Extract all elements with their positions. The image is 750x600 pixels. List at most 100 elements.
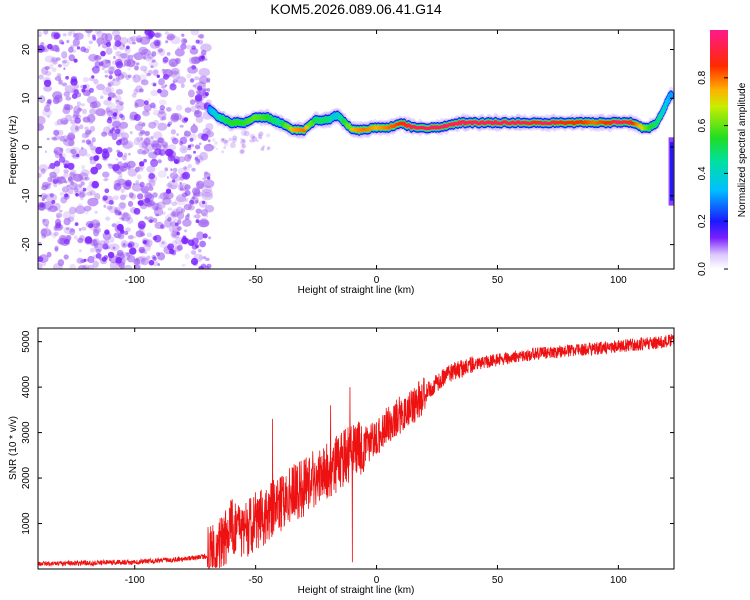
noise-core <box>114 128 121 135</box>
noise-blob <box>63 254 69 260</box>
noise-blob <box>88 40 93 45</box>
noise-blob <box>108 92 116 98</box>
noise-blob <box>89 247 96 253</box>
ridge-core <box>640 126 644 130</box>
noise-blob <box>107 163 112 167</box>
noise-blob <box>122 155 127 161</box>
noise-blob <box>81 139 86 143</box>
noise-blob <box>73 187 79 193</box>
noise-blob <box>139 232 146 237</box>
halo-blob <box>241 143 246 149</box>
halo-blob <box>221 150 225 154</box>
noise-blob <box>127 67 131 71</box>
noise-blob <box>128 192 134 199</box>
noise-blob <box>127 255 136 263</box>
noise-blob <box>202 177 206 181</box>
noise-blob <box>38 123 44 131</box>
noise-blob <box>118 53 130 62</box>
noise-core <box>59 153 63 158</box>
halo-blob <box>231 138 237 144</box>
noise-blob <box>125 194 128 198</box>
noise-blob <box>114 34 122 42</box>
noise-blob <box>115 95 122 103</box>
noise-core <box>195 219 200 224</box>
noise-core <box>165 148 174 157</box>
snr-frame <box>37 327 675 570</box>
noise-core <box>189 199 195 205</box>
noise-blob <box>127 74 132 79</box>
noise-blob <box>79 124 84 130</box>
noise-blob <box>157 263 160 266</box>
halo-blob <box>266 148 269 151</box>
noise-blob <box>135 62 140 66</box>
noise-blob <box>175 104 183 111</box>
noise-blob <box>170 211 179 218</box>
noise-blob <box>161 116 167 121</box>
noise-blob <box>62 33 67 37</box>
noise-blob <box>61 51 68 59</box>
noise-core <box>114 69 122 77</box>
noise-blob <box>66 39 70 44</box>
noise-blob <box>136 174 142 180</box>
noise-blob <box>123 152 128 158</box>
noise-blob <box>47 176 53 183</box>
spectrogram-y-axis: -20 -10 0 10 20 <box>21 44 674 252</box>
noise-blob <box>119 264 125 269</box>
noise-blob <box>205 257 210 261</box>
noise-core <box>103 255 109 260</box>
noise-core <box>143 240 147 245</box>
noise-blob <box>93 239 97 243</box>
noise-blob <box>163 146 168 151</box>
noise-blob <box>73 184 83 191</box>
noise-blob <box>119 202 127 209</box>
noise-blob <box>94 242 103 252</box>
noise-blob <box>132 183 136 186</box>
halo-blob <box>211 138 216 142</box>
noise-blob <box>186 44 193 50</box>
noise-blob <box>80 103 85 107</box>
noise-blob <box>115 158 119 161</box>
noise-blob <box>128 152 131 156</box>
noise-core <box>118 211 122 216</box>
noise-blob <box>82 108 87 115</box>
noise-blob <box>191 56 201 65</box>
noise-core <box>159 104 165 111</box>
noise-blob <box>176 244 183 251</box>
noise-blob <box>40 228 48 237</box>
noise-blob <box>44 105 51 113</box>
noise-blob <box>197 34 204 39</box>
noise-blob <box>63 226 73 235</box>
noise-blob <box>67 176 73 182</box>
noise-blob <box>69 30 76 35</box>
noise-blob <box>166 107 172 112</box>
snr-x-axis: -100 -50 0 50 100 <box>125 328 627 586</box>
noise-blob <box>110 163 114 167</box>
noise-blob <box>51 56 58 63</box>
ridge-inner <box>657 114 662 120</box>
noise-blob <box>189 99 196 105</box>
noise-blob <box>89 156 93 161</box>
snr-y-tick-label: 4000 <box>21 376 32 399</box>
noise-blob <box>74 235 78 240</box>
noise-blob <box>198 142 202 146</box>
noise-blob <box>169 172 178 180</box>
noise-blob <box>122 211 129 220</box>
noise-blob <box>115 99 120 105</box>
noise-core <box>102 195 108 201</box>
noise-core <box>179 136 188 145</box>
noise-blob <box>117 175 123 181</box>
noise-blob <box>156 201 166 209</box>
noise-blob <box>43 30 49 35</box>
noise-blob <box>81 146 84 150</box>
noise-core <box>137 201 141 205</box>
noise-blob <box>121 217 125 221</box>
noise-core <box>153 234 162 243</box>
noise-blob <box>45 224 49 228</box>
noise-blob <box>53 183 58 188</box>
noise-core <box>187 239 195 246</box>
noise-blob <box>140 257 149 266</box>
halo-blob <box>225 139 229 144</box>
noise-blob <box>54 151 61 159</box>
noise-blob <box>42 195 47 199</box>
